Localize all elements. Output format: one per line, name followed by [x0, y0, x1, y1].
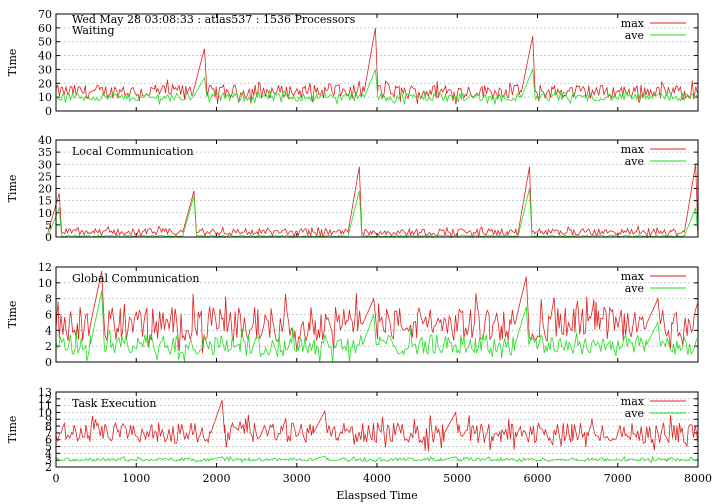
series-line-max [55, 27, 698, 105]
y-tick-label: 7 [45, 427, 52, 440]
y-tick-label: 0 [45, 105, 52, 118]
y-tick-label: 6 [45, 434, 52, 447]
x-tick-label: 3000 [283, 472, 311, 485]
y-tick-label: 30 [38, 158, 52, 171]
legend-label-max: max [621, 17, 645, 30]
legend-label-ave: ave [625, 29, 644, 42]
series-line-max [47, 164, 699, 239]
y-tick-label: 70 [38, 8, 52, 21]
y-tick-label: 10 [38, 91, 52, 104]
series-line-ave [55, 455, 698, 464]
y-tick-label: 3 [45, 454, 52, 467]
panel-title: Waiting [72, 24, 115, 37]
y-axis-label: Time [6, 49, 19, 77]
x-tick-label: 5000 [443, 472, 471, 485]
y-tick-label: 35 [38, 146, 52, 159]
x-tick-label: 7000 [604, 472, 632, 485]
x-tick-label: 1000 [122, 472, 150, 485]
y-tick-label: 0 [45, 231, 52, 244]
y-axis-label: Time [6, 416, 19, 444]
y-tick-label: 40 [38, 134, 52, 147]
y-tick-label: 50 [38, 36, 52, 49]
panel-title: Global Communication [72, 272, 200, 285]
y-tick-label: 20 [38, 77, 52, 90]
y-tick-label: 8 [45, 420, 52, 433]
y-tick-label: 12 [38, 261, 52, 274]
plot-frame [55, 266, 699, 363]
series-line-ave [55, 290, 697, 363]
header-title: Wed May 28 03:08:33 : atlas537 : 1536 Pr… [72, 13, 356, 26]
plot-frame [55, 139, 699, 238]
x-tick-label: 8000 [684, 472, 712, 485]
x-axis-label: Elaspsed Time [336, 489, 417, 502]
y-tick-label: 12 [38, 393, 52, 406]
y-tick-label: 5 [45, 219, 52, 232]
y-tick-label: 9 [45, 413, 52, 426]
y-tick-label: 8 [45, 293, 52, 306]
legend-label-ave: ave [625, 407, 644, 420]
y-tick-label: 11 [38, 400, 52, 413]
legend-label-max: max [621, 143, 645, 156]
legend-label-ave: ave [625, 155, 644, 168]
y-tick-label: 25 [38, 170, 52, 183]
y-tick-label: 30 [38, 63, 52, 76]
panel-title: Local Communication [72, 145, 194, 158]
series-line-max [55, 270, 698, 354]
y-tick-label: 4 [45, 447, 52, 460]
series-line-ave [55, 69, 698, 105]
y-tick-label: 20 [38, 183, 52, 196]
x-tick-label: 0 [53, 472, 60, 485]
panel-title: Task Execution [72, 397, 156, 410]
y-tick-label: 10 [38, 207, 52, 220]
y-tick-label: 60 [38, 22, 52, 35]
y-tick-label: 0 [45, 356, 52, 369]
y-tick-label: 10 [38, 277, 52, 290]
legend-label-max: max [621, 270, 645, 283]
y-tick-label: 10 [38, 406, 52, 419]
y-tick-label: 13 [38, 386, 52, 399]
legend-label-max: max [621, 395, 645, 408]
y-tick-label: 4 [45, 324, 52, 337]
y-tick-label: 15 [38, 195, 52, 208]
x-tick-label: 6000 [524, 472, 552, 485]
y-tick-label: 2 [45, 461, 52, 474]
y-tick-label: 6 [45, 309, 52, 322]
series-line-max [55, 400, 699, 452]
plot-frame [55, 391, 699, 468]
y-axis-label: Time [6, 301, 19, 329]
legend-label-ave: ave [625, 282, 644, 295]
y-tick-label: 40 [38, 50, 52, 63]
plot-frame [55, 13, 699, 112]
y-axis-label: Time [6, 175, 19, 203]
x-tick-label: 2000 [203, 472, 231, 485]
y-tick-label: 5 [45, 441, 52, 454]
x-tick-label: 4000 [363, 472, 391, 485]
y-tick-label: 2 [45, 340, 52, 353]
